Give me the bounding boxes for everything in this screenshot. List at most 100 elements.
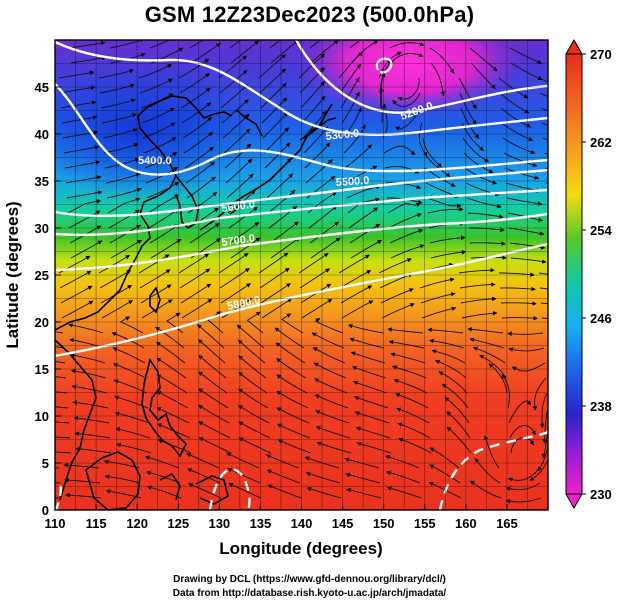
streamline	[198, 388, 229, 409]
y-tick-label: 10	[35, 409, 49, 424]
streamline	[398, 437, 432, 454]
streamline	[229, 40, 242, 49]
streamline	[298, 253, 329, 274]
streamline	[140, 284, 172, 304]
streamline	[184, 146, 214, 169]
streamline	[314, 378, 348, 394]
streamline	[349, 223, 381, 244]
streamline	[306, 486, 342, 499]
streamline	[344, 144, 372, 169]
streamline	[221, 99, 249, 124]
streamline	[349, 337, 385, 349]
contour-5500	[55, 168, 548, 218]
streamline	[180, 283, 212, 304]
streamline	[98, 68, 134, 79]
streamline	[65, 175, 102, 184]
streamline	[189, 223, 220, 244]
streamline	[388, 213, 422, 229]
streamline	[418, 122, 428, 157]
streamline	[510, 436, 534, 454]
y-tick-label: 0	[42, 503, 49, 518]
streamline	[348, 323, 384, 334]
streamline	[392, 92, 421, 107]
streamline	[263, 127, 290, 154]
streamline	[542, 407, 548, 444]
streamline	[259, 68, 287, 94]
streamline	[142, 122, 176, 139]
streamline	[229, 222, 260, 244]
streamline	[438, 371, 468, 394]
streamline	[61, 300, 94, 319]
streamline	[224, 143, 252, 169]
streamline	[59, 85, 96, 94]
streamline	[64, 477, 101, 484]
coastline-philippines	[141, 358, 187, 458]
streamline	[341, 300, 374, 319]
streamline	[379, 273, 413, 289]
streamline	[458, 77, 477, 110]
streamline	[462, 137, 490, 163]
streamline	[510, 257, 547, 264]
credit-data-source: Data from http://database.rish.kyoto-u.a…	[172, 588, 447, 599]
x-tick-label: 125	[167, 516, 189, 531]
streamline	[501, 373, 510, 409]
contour-5300	[55, 40, 548, 136]
streamline	[179, 268, 211, 289]
streamline	[467, 327, 504, 334]
streamline	[155, 326, 185, 349]
streamline	[390, 352, 426, 364]
streamline	[218, 252, 249, 274]
streamline	[148, 208, 180, 229]
streamline	[220, 84, 249, 109]
streamline	[540, 302, 548, 305]
colorbar-label: 230	[590, 487, 612, 502]
streamline	[509, 47, 543, 65]
streamline	[460, 296, 497, 304]
streamline	[299, 268, 331, 289]
streamline	[114, 411, 150, 424]
streamline	[507, 331, 544, 337]
x-tick-label: 165	[496, 516, 518, 531]
streamline	[238, 355, 267, 379]
streamline	[145, 455, 180, 469]
streamline	[538, 77, 548, 83]
streamline	[390, 52, 424, 64]
streamline	[103, 143, 139, 154]
streamline	[281, 313, 304, 334]
streamline	[458, 268, 495, 274]
coastline-japan	[199, 103, 337, 231]
streamline	[396, 407, 430, 424]
streamline	[343, 124, 366, 154]
streamline	[147, 194, 179, 214]
streamline	[101, 300, 134, 319]
streamline	[305, 471, 341, 484]
y-axis-label: Latitude (degrees)	[3, 201, 22, 348]
streamline	[75, 446, 112, 454]
streamline	[388, 339, 425, 349]
streamline	[237, 405, 270, 424]
streamline	[339, 270, 372, 289]
streamline	[387, 327, 424, 334]
y-tick-label: 40	[35, 127, 49, 142]
colorbar-label: 262	[590, 135, 612, 150]
y-tick-label: 5	[42, 456, 49, 471]
streamline	[105, 172, 141, 184]
streamline	[502, 137, 536, 155]
streamline	[219, 268, 250, 289]
streamline	[230, 237, 261, 259]
streamline	[379, 87, 384, 124]
streamline	[198, 437, 232, 454]
y-tick-label: 20	[35, 315, 49, 330]
streamline	[55, 436, 71, 439]
streamline	[228, 206, 258, 229]
streamline	[539, 392, 548, 429]
streamline	[427, 327, 464, 334]
streamline	[186, 453, 220, 469]
streamline	[310, 237, 341, 259]
streamline	[537, 444, 548, 472]
streamline	[225, 158, 253, 184]
streamline	[499, 272, 535, 277]
streamline	[378, 258, 412, 274]
streamline	[460, 107, 480, 139]
x-tick-label: 135	[250, 516, 272, 531]
